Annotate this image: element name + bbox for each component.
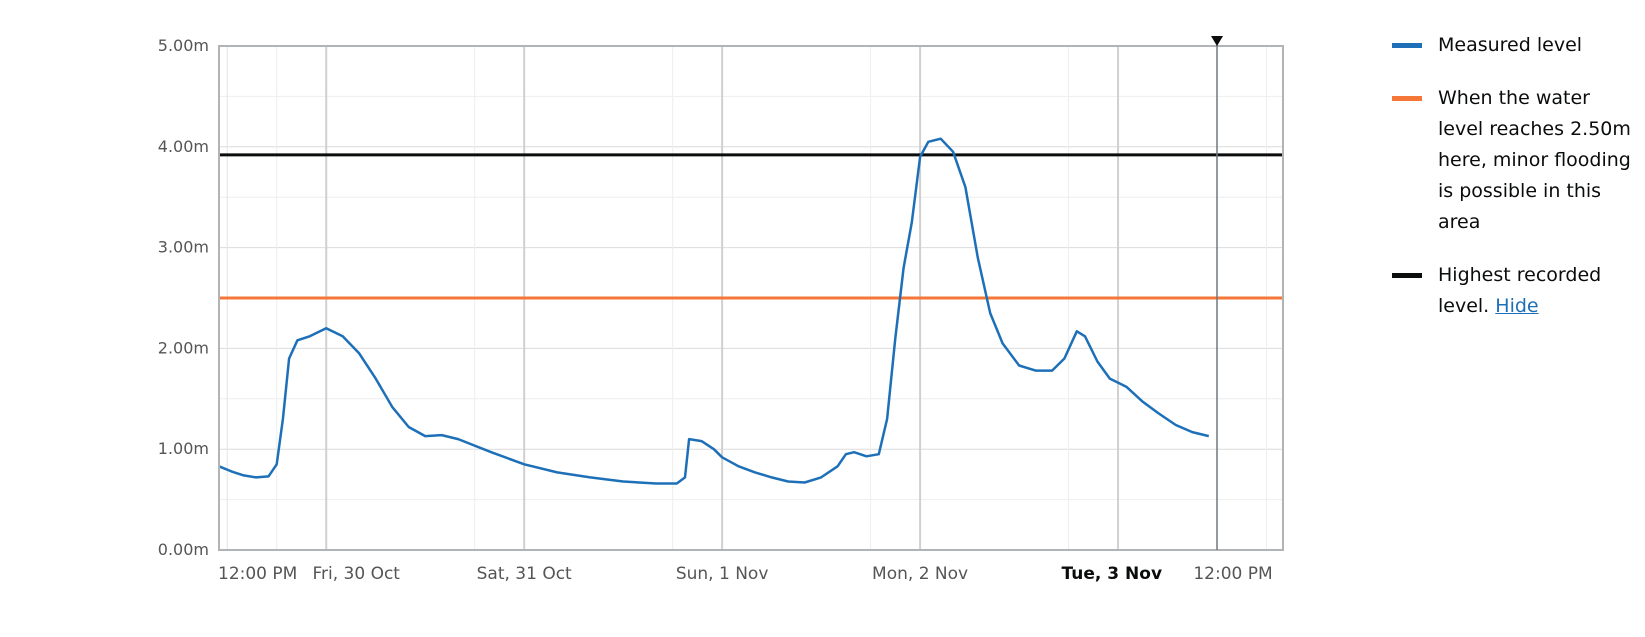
legend-swatch-threshold [1392, 96, 1422, 101]
tick-labels: 0.00m 1.00m 2.00m 3.00m 4.00m 5.00m 12:00 PM Fr… [158, 36, 1273, 584]
legend-swatch-measured [1392, 43, 1422, 48]
y-tick-label: 5.00m [158, 36, 209, 55]
x-tick-label: Sun, 1 Nov [676, 564, 769, 584]
legend-label-threshold: When the water level reaches 2.50m here,… [1438, 87, 1631, 233]
x-tick-label: 12:00 PM [1193, 564, 1272, 584]
y-tick-label: 3.00m [158, 238, 209, 257]
threshold-lines [219, 153, 1283, 300]
y-tick-label: 1.00m [158, 439, 209, 458]
chart-axes [218, 36, 1284, 551]
x-tick-label: 12:00 PM [218, 564, 297, 584]
legend-label-measured: Measured level [1438, 34, 1583, 56]
legend-item-flood-threshold: When the water level reaches 2.50m here,… [1390, 83, 1640, 238]
x-tick-label: Tue, 3 Nov [1062, 564, 1162, 584]
x-tick-label: Sat, 31 Oct [477, 564, 572, 584]
y-tick-label: 0.00m [158, 540, 209, 559]
legend-label-highest: Highest recorded level. [1438, 264, 1602, 317]
x-tick-label: Fri, 30 Oct [312, 564, 400, 584]
series-layer [218, 137, 1210, 485]
legend-swatch-highest [1392, 273, 1422, 278]
legend-item-measured-level: Measured level [1390, 30, 1640, 61]
chart-legend: Measured level When the water level reac… [1390, 30, 1640, 344]
plot-frame [218, 45, 1284, 551]
hide-highest-link[interactable]: Hide [1495, 295, 1539, 317]
legend-item-highest-recorded: Highest recorded level. Hide [1390, 260, 1640, 322]
measured-level-line [218, 137, 1210, 485]
current-time-marker-icon [1211, 36, 1224, 46]
y-tick-label: 4.00m [158, 137, 209, 156]
x-tick-label: Mon, 2 Nov [872, 564, 968, 584]
y-tick-label: 2.00m [158, 338, 209, 357]
